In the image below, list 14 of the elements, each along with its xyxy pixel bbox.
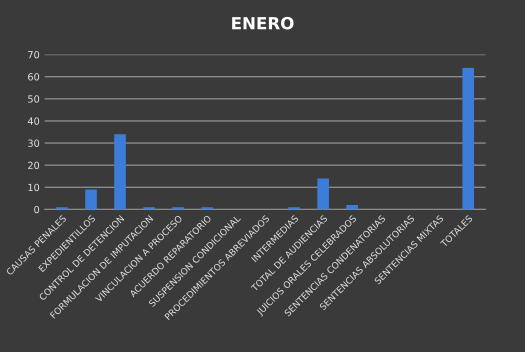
y-tick-label: 60 [28,73,40,81]
y-tick-label: 0 [34,206,40,214]
bar [85,190,97,210]
y-tick-label: 10 [28,184,40,192]
bar [317,178,329,210]
chart-title: ENERO [232,16,294,30]
y-tick-label: 30 [28,140,40,147]
bar [114,134,126,210]
bar [462,68,474,210]
y-tick-label: 50 [28,95,40,103]
y-tick-label: 20 [28,162,40,170]
y-tick-label: 40 [28,117,40,125]
bar [346,205,358,210]
y-tick-label: 70 [28,51,40,58]
